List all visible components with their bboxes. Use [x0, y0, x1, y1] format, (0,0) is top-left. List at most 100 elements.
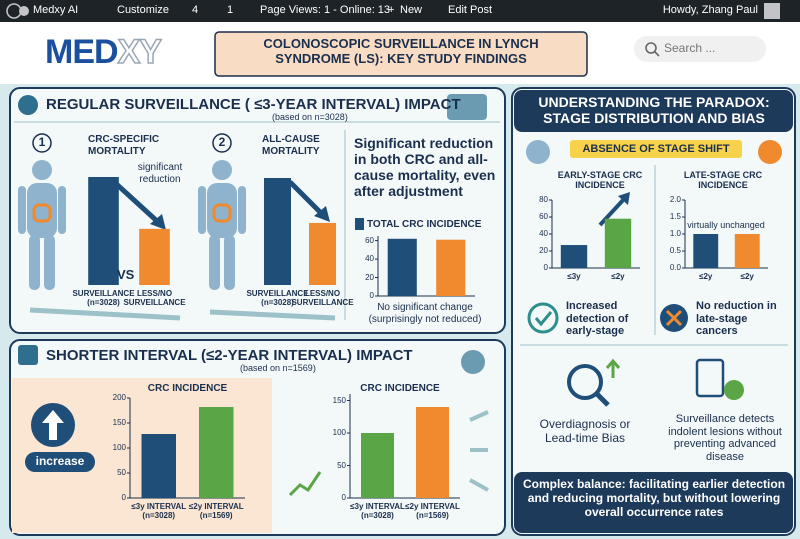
menu-item[interactable]: New [400, 4, 423, 16]
microscope-icon [461, 350, 485, 374]
point: No reduction in late-stage cancers [696, 300, 777, 338]
x-tick-label: LESS/NO SURVEILLANCE [291, 289, 354, 308]
bar [139, 228, 170, 285]
section-title: SHORTER INTERVAL (≤2-YEAR INTERVAL) IMPA… [46, 347, 413, 364]
admin-bar [0, 0, 800, 22]
point: Surveillance detects indolent lesions wi… [668, 413, 782, 463]
panel-label: ALL-CAUSE MORTALITY [262, 134, 320, 157]
y-tick-label: 2.0 [669, 195, 681, 204]
x-tick-label: ≤2y [611, 272, 625, 281]
magnifier-icon [594, 391, 610, 407]
avatar [764, 3, 780, 19]
x-tick-label: ≤2y INTERVAL (n=1569) [405, 502, 460, 521]
y-tick-label: 50 [117, 468, 126, 477]
colon-icon [212, 203, 232, 223]
plus-icon: + [388, 4, 395, 16]
trend-arrow [618, 192, 630, 205]
person-figure [198, 160, 246, 290]
section-box [9, 87, 506, 334]
y-tick-label: 0.0 [669, 263, 681, 272]
menu-item[interactable]: 4 [192, 4, 199, 16]
title-banner [214, 31, 588, 77]
y-tick-label: 0 [121, 493, 126, 502]
note: No significant change (surprisingly not … [368, 302, 482, 325]
y-tick-label: 20 [365, 272, 374, 282]
y-tick-label: 150 [332, 395, 346, 405]
menu-item[interactable]: Page Views: 1 - Online: 13 [260, 4, 391, 16]
page-title: COLONOSCOPIC SURVEILLANCE IN LYNCH SYNDR… [263, 36, 539, 66]
y-tick-label: 0 [341, 493, 346, 502]
bar [436, 239, 466, 296]
bar [387, 238, 417, 296]
x-tick-label: SURVEILLANCE (n=3028) [246, 289, 309, 308]
bar [361, 433, 394, 498]
y-tick-label: 60 [539, 212, 548, 221]
summary: Significant reduction in both CRC and al… [354, 135, 496, 200]
badge-label: increase [35, 454, 85, 468]
magnifier-icon [567, 364, 603, 400]
trend-arrow [110, 178, 160, 224]
greeting[interactable]: Howdy, Zhang Paul [662, 4, 758, 16]
flow-arrow [209, 309, 336, 321]
head-icon [526, 140, 550, 164]
section-subtitle: (based on n=3028) [272, 112, 348, 122]
trend-arrow [314, 206, 330, 222]
x-tick-label: ≤2y [740, 272, 754, 281]
bar [416, 407, 449, 498]
menu-item[interactable]: 1 [227, 4, 234, 16]
trend-arrow [150, 214, 166, 230]
conclusion-box [514, 472, 793, 533]
panel-label: CRC-SPECIFIC MORTALITY [88, 134, 160, 157]
trend-arrow [288, 180, 324, 216]
annotation: significant reduction [137, 162, 183, 185]
trend-arrow [598, 196, 627, 227]
y-tick-label: 1.5 [669, 212, 681, 221]
number-circle [212, 133, 232, 153]
lab-icon [447, 94, 487, 120]
menu-item[interactable]: Edit Post [448, 4, 493, 16]
number-circle [32, 133, 52, 153]
banner-label: ABSENCE OF STAGE SHIFT [582, 143, 730, 155]
colon-icon [32, 203, 52, 223]
bar [734, 234, 760, 268]
y-tick-label: 1.0 [669, 229, 681, 238]
search-box[interactable] [634, 36, 766, 62]
check-icon [534, 311, 553, 327]
chart-title: CRC INCIDENCE [360, 383, 440, 394]
y-tick-label: 60 [365, 235, 374, 245]
banner [570, 140, 742, 158]
chart-icon [288, 471, 322, 497]
menu-item[interactable]: Customize [117, 4, 169, 16]
bar [88, 177, 119, 285]
x-tick-label: SURVEILLANCE (n=3028) [72, 289, 135, 308]
search-icon [645, 42, 657, 54]
chart-title: EARLY-STAGE CRC INCIDENCE [557, 170, 643, 191]
flow-arrow [29, 307, 181, 321]
y-tick-label: 50 [337, 460, 346, 470]
y-tick-label: 40 [365, 254, 374, 264]
x-tick-label: LESS/NO SURVEILLANCE [123, 289, 186, 308]
y-tick-label: 0.5 [669, 246, 681, 255]
section-box [511, 87, 796, 536]
flow-arrow [469, 410, 489, 492]
logo-part: XY [117, 32, 163, 72]
menu-item[interactable]: Medxy AI [33, 4, 79, 16]
check-icon [527, 302, 559, 334]
panel-header [514, 90, 793, 132]
section-title: REGULAR SURVEILLANCE ( ≤3-YEAR INTERVAL)… [46, 96, 461, 113]
logo[interactable]: MEDXY [45, 32, 163, 72]
bar [141, 434, 176, 498]
section-subtitle: (based on n=1569) [240, 363, 316, 373]
panel-title: UNDERSTANDING THE PARADOX: STAGE DISTRIB… [538, 94, 770, 127]
x-tick-label: ≤2y [699, 272, 713, 281]
y-tick-label: 100 [112, 443, 126, 452]
site-icon [19, 6, 29, 16]
bar [604, 218, 632, 268]
x-tick-label: ≤3y INTERVAL (n=3028) [131, 502, 187, 521]
point: Overdiagnosis or Lead-time Bias [539, 417, 631, 445]
y-tick-label: 150 [112, 418, 126, 427]
panel-number: 1 [38, 135, 46, 149]
chart-title: CRC INCIDENCE [147, 383, 228, 394]
